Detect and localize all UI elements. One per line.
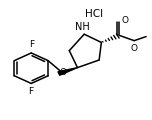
Text: O: O <box>60 68 67 77</box>
Text: NH: NH <box>75 22 90 32</box>
Text: F: F <box>28 87 33 96</box>
Text: O: O <box>130 44 137 53</box>
Text: HCl: HCl <box>85 9 103 19</box>
Text: O: O <box>121 16 128 25</box>
Text: F: F <box>29 40 34 49</box>
Polygon shape <box>58 68 78 75</box>
